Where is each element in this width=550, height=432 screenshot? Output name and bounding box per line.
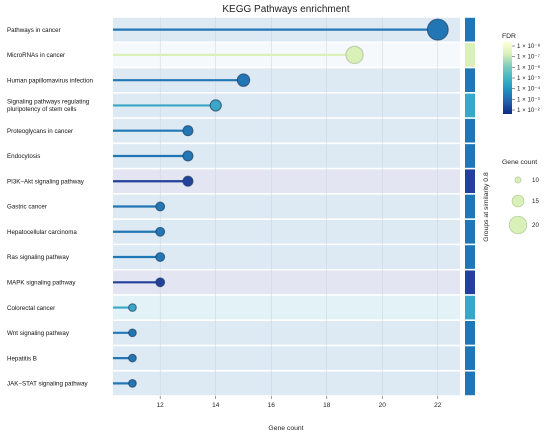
size-legend-label: 10 <box>532 177 539 184</box>
category-label: Pathways in cancer <box>7 27 61 34</box>
size-legend: Gene count 10 15 20 <box>502 159 539 235</box>
fdr-label: 1 × 10⁻⁴ <box>517 86 541 93</box>
group-strip-cell <box>465 17 475 42</box>
data-point <box>155 201 166 212</box>
row-background <box>113 295 460 320</box>
data-point <box>182 125 194 137</box>
fdr-colorbar <box>503 42 512 114</box>
category-label: Colorectal cancer <box>7 305 55 312</box>
row-background <box>113 68 460 92</box>
category-label: Hepatitis B <box>7 355 37 362</box>
group-strip-cell <box>465 219 475 244</box>
data-point <box>155 226 166 237</box>
fdr-label: 1 × 10⁻³ <box>517 96 540 103</box>
group-strip-cell <box>465 68 475 92</box>
size-legend-title: Gene count <box>502 159 537 166</box>
data-point <box>128 379 137 388</box>
category-label: Proteoglycans in cancer <box>7 128 73 135</box>
size-legend-circle <box>514 176 522 184</box>
group-strip-cell <box>465 270 475 295</box>
group-strip-title: Groups at similarity 0.8 <box>483 172 490 242</box>
size-legend-circle <box>508 215 528 235</box>
x-axis-label: Gene count <box>268 425 303 432</box>
size-legend-label: 20 <box>532 222 539 229</box>
group-strip-cell <box>465 144 475 168</box>
fdr-label: 1 × 10⁻⁸ <box>517 43 541 50</box>
row-backgrounds <box>113 17 460 396</box>
group-strip-cell <box>465 346 475 370</box>
category-label: Signaling pathways regulating <box>7 99 90 106</box>
data-point <box>128 328 137 338</box>
size-legend-label: 15 <box>532 198 539 205</box>
x-tick-label: 18 <box>323 402 331 409</box>
data-point <box>182 150 194 162</box>
row-background <box>113 346 460 370</box>
row-background <box>113 245 460 269</box>
data-point <box>426 18 449 41</box>
row-background <box>113 93 460 118</box>
row-background <box>113 371 460 396</box>
group-strip-cell <box>465 371 475 396</box>
group-strip-cell <box>465 321 475 345</box>
chart-title: KEGG Pathways enrichment <box>222 4 349 15</box>
category-label: PI3K−Akt signaling pathway <box>7 178 85 185</box>
category-label: MAPK signaling pathway <box>7 280 76 287</box>
data-point <box>236 73 251 87</box>
group-strip-cell <box>465 43 475 67</box>
x-axis: 12 14 16 18 20 22 <box>157 396 442 409</box>
group-strip-cell <box>465 245 475 269</box>
row-background <box>113 118 460 143</box>
row-background <box>113 169 460 194</box>
row-background <box>113 219 460 244</box>
data-point <box>345 45 364 65</box>
data-point <box>182 175 194 187</box>
x-tick-label: 20 <box>379 402 387 409</box>
data-point <box>155 277 166 288</box>
category-label: Ras signaling pathway <box>7 254 70 261</box>
data-point <box>155 252 166 262</box>
category-label: JAK−STAT signaling pathway <box>7 381 89 388</box>
size-legend-circle <box>511 194 525 208</box>
group-strip-cell <box>465 169 475 194</box>
row-background <box>113 144 460 168</box>
x-tick-label: 22 <box>434 402 442 409</box>
category-labels: Pathways in cancer MicroRNAs in cancer Hum… <box>7 27 94 388</box>
category-label: Human papillomavirus infection <box>7 77 94 84</box>
category-label: pluripotency of stem cells <box>7 106 76 113</box>
category-label: MicroRNAs in cancer <box>7 52 65 59</box>
x-tick-label: 14 <box>212 402 220 409</box>
group-strip-cell <box>465 118 475 143</box>
lollipop-series <box>113 18 449 388</box>
group-strip <box>465 17 475 396</box>
category-label: Gastric cancer <box>7 204 47 211</box>
fdr-label: 1 × 10⁻⁶ <box>517 64 541 71</box>
category-label: Hepatocellular carcinoma <box>7 229 77 236</box>
fdr-label: 1 × 10⁻⁵ <box>517 75 541 82</box>
row-background <box>113 270 460 295</box>
row-background <box>113 321 460 345</box>
x-tick-label: 12 <box>157 402 165 409</box>
x-tick-label: 16 <box>268 402 276 409</box>
data-point <box>128 303 137 312</box>
group-strip-cell <box>465 194 475 219</box>
row-background <box>113 194 460 219</box>
group-strip-cell <box>465 93 475 118</box>
data-point <box>128 353 137 363</box>
data-point <box>209 99 222 112</box>
category-label: Wnt signaling pathway <box>7 330 70 337</box>
fdr-legend-title: FDR <box>502 33 516 40</box>
group-strip-cell <box>465 295 475 320</box>
category-label: Endocytosis <box>7 153 40 160</box>
fdr-label: 1 × 10⁻² <box>517 107 540 114</box>
fdr-label: 1 × 10⁻⁷ <box>517 54 540 61</box>
